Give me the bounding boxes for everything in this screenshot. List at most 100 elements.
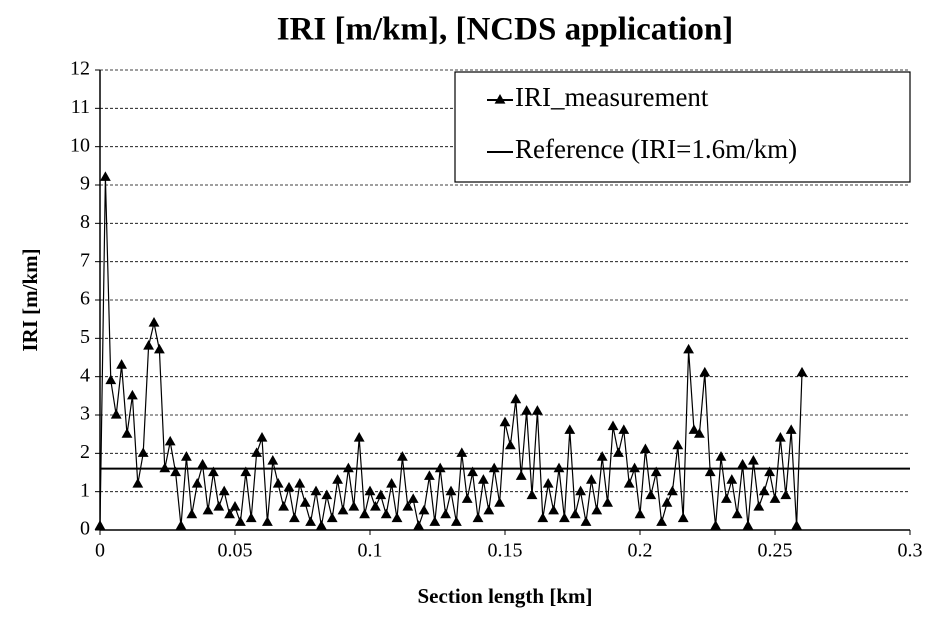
- point-marker: [370, 501, 381, 511]
- point-marker: [753, 501, 765, 511]
- y-tick-label: 9: [80, 173, 90, 195]
- point-marker: [640, 443, 651, 454]
- y-tick-label: 7: [80, 249, 90, 271]
- point-marker: [596, 451, 608, 461]
- point-marker: [721, 493, 732, 503]
- x-axis-label: Section length [km]: [418, 584, 593, 608]
- point-marker: [170, 466, 181, 477]
- point-marker: [440, 508, 451, 519]
- y-tick-label: 5: [80, 326, 90, 348]
- x-tick-label: 0.05: [218, 540, 253, 562]
- point-marker: [359, 508, 370, 519]
- point-marker: [548, 504, 559, 515]
- y-tick-label: 1: [80, 479, 90, 501]
- point-marker: [607, 420, 619, 431]
- point-marker: [224, 508, 235, 519]
- point-marker: [650, 466, 662, 477]
- point-marker: [634, 508, 646, 519]
- point-marker: [245, 512, 257, 523]
- point-marker: [116, 359, 127, 369]
- legend-label: Reference (IRI=1.6m/km): [515, 134, 797, 164]
- point-marker: [699, 366, 711, 377]
- point-marker: [677, 512, 689, 523]
- point-marker: [748, 455, 759, 465]
- point-marker: [451, 516, 462, 526]
- point-marker: [202, 504, 214, 515]
- point-marker: [191, 478, 203, 488]
- point-marker: [337, 504, 349, 515]
- point-marker: [375, 489, 387, 500]
- point-marker: [591, 504, 603, 515]
- point-marker: [391, 512, 403, 523]
- point-marker: [110, 409, 122, 419]
- point-marker: [305, 516, 316, 526]
- point-marker: [672, 439, 684, 450]
- series-line: [99, 177, 803, 529]
- y-axis-label: IRI [m/km]: [18, 248, 42, 351]
- point-marker: [402, 501, 414, 511]
- point-marker: [164, 435, 176, 446]
- point-marker: [251, 447, 262, 457]
- point-marker: [764, 466, 775, 477]
- point-marker: [553, 462, 565, 473]
- point-marker: [737, 458, 748, 469]
- point-marker: [785, 424, 797, 434]
- point-marker: [445, 485, 457, 496]
- point-marker: [472, 512, 484, 523]
- point-marker: [353, 432, 365, 442]
- point-marker: [229, 501, 241, 511]
- point-marker: [132, 478, 144, 488]
- point-marker: [105, 374, 117, 385]
- point-marker: [186, 508, 198, 519]
- point-marker: [613, 447, 624, 457]
- point-marker: [726, 474, 738, 484]
- point-marker: [413, 520, 424, 530]
- point-marker: [127, 389, 138, 400]
- point-marker: [181, 451, 192, 461]
- point-marker: [262, 516, 273, 526]
- point-marker: [137, 447, 149, 457]
- point-marker: [569, 508, 581, 519]
- point-marker: [537, 512, 549, 523]
- x-tick-label: 0: [95, 540, 105, 562]
- point-marker: [623, 478, 635, 488]
- point-marker: [586, 474, 597, 484]
- point-marker: [704, 466, 716, 477]
- point-marker: [235, 516, 246, 526]
- point-marker: [143, 340, 154, 350]
- y-tick-label: 12: [70, 58, 90, 80]
- point-marker: [418, 504, 430, 515]
- point-marker: [283, 481, 295, 492]
- point-marker: [267, 455, 279, 465]
- point-marker: [769, 493, 781, 503]
- point-marker: [364, 485, 376, 496]
- point-marker: [299, 497, 311, 507]
- point-marker: [688, 424, 700, 434]
- y-tick-label: 10: [70, 134, 90, 156]
- x-tick-label: 0.25: [758, 540, 793, 562]
- point-marker: [656, 516, 667, 526]
- point-marker: [316, 520, 327, 530]
- legend-label: IRI_measurement: [515, 82, 709, 112]
- point-marker: [742, 520, 754, 530]
- point-marker: [197, 458, 208, 469]
- point-marker: [731, 508, 743, 519]
- y-tick-label: 3: [80, 403, 90, 425]
- point-marker: [499, 416, 511, 427]
- point-marker: [100, 171, 111, 181]
- point-marker: [510, 393, 522, 404]
- point-marker: [715, 451, 727, 461]
- y-tick-label: 11: [71, 96, 90, 118]
- point-marker: [321, 489, 333, 500]
- point-marker: [602, 497, 613, 507]
- point-marker: [694, 428, 705, 438]
- x-tick-label: 0.2: [628, 540, 653, 562]
- point-marker: [521, 405, 532, 415]
- point-marker: [208, 466, 219, 477]
- point-marker: [488, 462, 500, 473]
- point-marker: [780, 489, 792, 500]
- point-marker: [618, 424, 630, 434]
- point-marker: [278, 501, 289, 511]
- point-marker: [332, 474, 343, 484]
- point-marker: [467, 466, 478, 477]
